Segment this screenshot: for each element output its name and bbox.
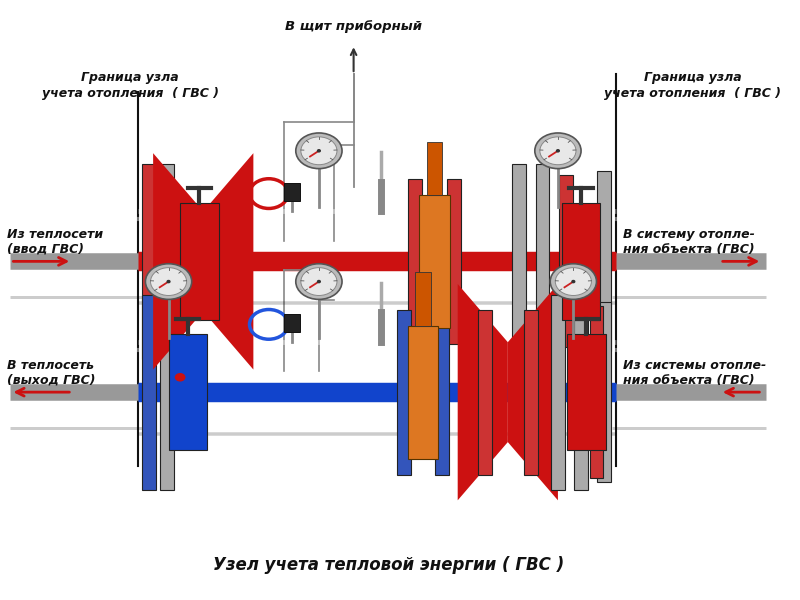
Text: Из системы отопле-: Из системы отопле- <box>623 359 766 372</box>
Circle shape <box>572 281 574 283</box>
Text: Из теплосети: Из теплосети <box>6 228 102 241</box>
FancyBboxPatch shape <box>142 295 156 490</box>
FancyBboxPatch shape <box>598 172 611 351</box>
Text: В систему отопле-: В систему отопле- <box>623 228 755 241</box>
Text: Граница узла: Граница узла <box>81 71 179 83</box>
Text: (ввод ГВС): (ввод ГВС) <box>6 243 84 256</box>
FancyBboxPatch shape <box>447 179 461 344</box>
Circle shape <box>150 268 186 295</box>
FancyBboxPatch shape <box>142 164 156 359</box>
Circle shape <box>301 268 337 295</box>
FancyBboxPatch shape <box>524 310 538 475</box>
FancyBboxPatch shape <box>415 272 430 326</box>
Text: Граница узла: Граница узла <box>644 71 742 83</box>
Text: ния объекта (ГВС): ния объекта (ГВС) <box>623 243 755 256</box>
Polygon shape <box>458 284 508 500</box>
Circle shape <box>557 150 559 152</box>
Polygon shape <box>508 284 558 500</box>
FancyBboxPatch shape <box>180 203 218 320</box>
FancyBboxPatch shape <box>435 310 450 475</box>
FancyBboxPatch shape <box>408 179 422 344</box>
Circle shape <box>146 264 192 299</box>
Text: Узел учета тепловой энергии ( ГВС ): Узел учета тепловой энергии ( ГВС ) <box>213 556 564 574</box>
FancyBboxPatch shape <box>427 142 442 195</box>
FancyBboxPatch shape <box>407 326 438 459</box>
FancyBboxPatch shape <box>397 310 410 475</box>
Text: учета отопления  ( ГВС ): учета отопления ( ГВС ) <box>604 86 782 100</box>
FancyBboxPatch shape <box>535 164 550 359</box>
FancyBboxPatch shape <box>590 306 603 478</box>
FancyBboxPatch shape <box>558 175 573 347</box>
FancyBboxPatch shape <box>169 334 207 451</box>
FancyBboxPatch shape <box>551 295 565 490</box>
Text: В щит приборный: В щит приборный <box>285 20 422 33</box>
Circle shape <box>296 133 342 169</box>
FancyBboxPatch shape <box>562 203 600 320</box>
Circle shape <box>301 137 337 165</box>
FancyBboxPatch shape <box>160 295 174 490</box>
Text: учета отопления  ( ГВС ): учета отопления ( ГВС ) <box>42 86 218 100</box>
Circle shape <box>540 137 576 165</box>
FancyBboxPatch shape <box>574 295 588 490</box>
Polygon shape <box>203 153 254 370</box>
Circle shape <box>318 281 320 283</box>
FancyBboxPatch shape <box>284 314 300 332</box>
FancyBboxPatch shape <box>567 334 606 451</box>
Circle shape <box>175 374 185 381</box>
Circle shape <box>534 133 581 169</box>
FancyBboxPatch shape <box>160 164 174 359</box>
Circle shape <box>550 264 597 299</box>
FancyBboxPatch shape <box>513 164 526 359</box>
Circle shape <box>318 150 320 152</box>
FancyBboxPatch shape <box>598 302 611 482</box>
FancyBboxPatch shape <box>419 195 450 328</box>
Polygon shape <box>153 153 203 370</box>
Circle shape <box>296 264 342 299</box>
Text: (выход ГВС): (выход ГВС) <box>6 374 95 387</box>
FancyBboxPatch shape <box>284 183 300 201</box>
Text: ния объекта (ГВС): ния объекта (ГВС) <box>623 374 755 387</box>
FancyBboxPatch shape <box>478 310 492 475</box>
Circle shape <box>167 281 170 283</box>
Text: В теплосеть: В теплосеть <box>6 359 94 372</box>
Circle shape <box>555 268 591 295</box>
